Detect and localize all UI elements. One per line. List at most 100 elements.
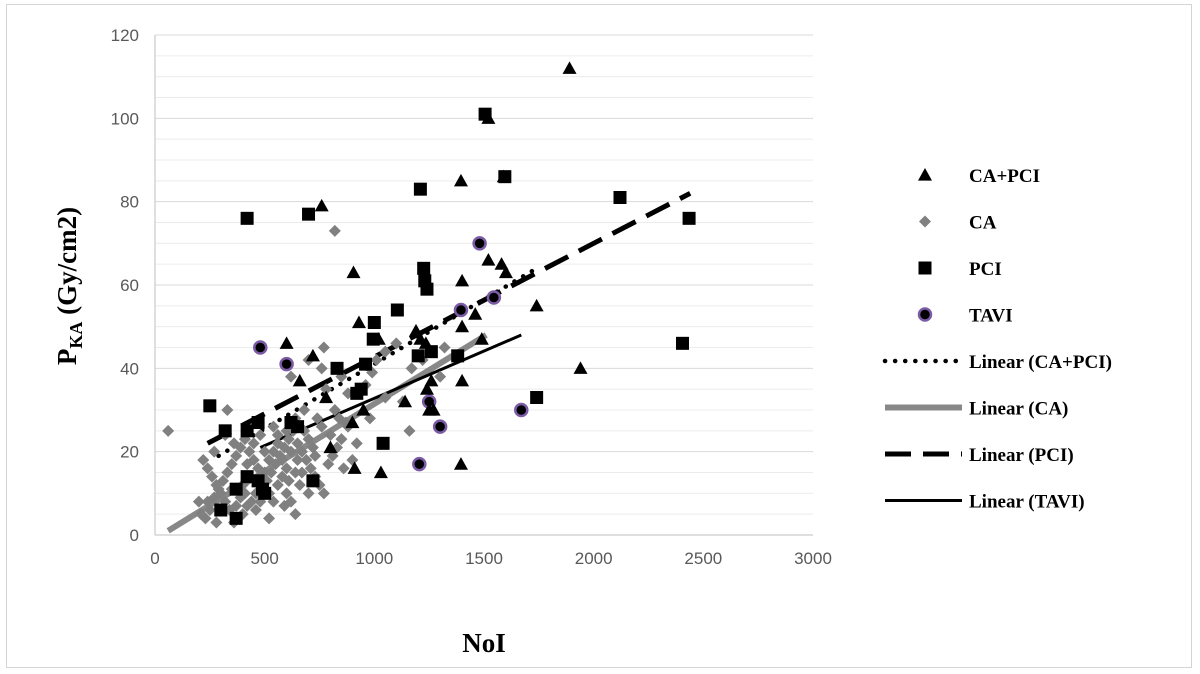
x-tick-label: 2000 [575, 549, 613, 568]
data-point [206, 470, 219, 483]
data-point [263, 512, 276, 525]
data-point [498, 170, 512, 184]
data-point [562, 61, 577, 74]
data-point [432, 419, 448, 434]
y-axis-title-main: P [52, 349, 82, 366]
data-point [282, 474, 295, 487]
data-point [298, 404, 311, 416]
data-point [379, 345, 392, 358]
data-point [330, 361, 344, 375]
data-point [356, 403, 371, 416]
data-point [494, 257, 509, 270]
data-point [317, 487, 330, 500]
y-tick-label: 120 [111, 26, 139, 45]
data-point [295, 466, 308, 479]
data-point [333, 412, 346, 425]
data-point [311, 412, 324, 425]
data-point [453, 302, 469, 318]
data-point [453, 173, 468, 187]
data-point [328, 224, 341, 237]
data-point [514, 402, 529, 418]
data-point [411, 349, 425, 363]
data-point [424, 373, 439, 387]
data-point [197, 454, 210, 466]
data-point [247, 437, 260, 450]
y-tick-label: 60 [120, 276, 139, 295]
data-point [351, 315, 366, 329]
data-point [486, 290, 502, 305]
data-point [280, 462, 293, 475]
data-point [249, 487, 262, 500]
data-point [295, 445, 308, 458]
legend-marker [918, 168, 932, 181]
data-point [409, 323, 424, 337]
data-point [218, 424, 232, 438]
data-point [162, 424, 175, 437]
data-points [162, 61, 696, 529]
data-point [530, 391, 544, 404]
data-point [258, 445, 271, 458]
data-point [350, 437, 363, 450]
data-point [221, 466, 234, 479]
data-point [276, 454, 289, 466]
data-point [253, 340, 268, 355]
legend-label: CA+PCI [969, 166, 1040, 187]
data-point [403, 424, 416, 437]
data-point [230, 499, 243, 512]
data-point [284, 370, 297, 383]
data-point [201, 462, 214, 475]
data-point [370, 354, 383, 366]
data-point [376, 436, 390, 450]
data-point [346, 454, 359, 466]
y-tick-label: 40 [120, 359, 139, 378]
trendline [206, 191, 692, 446]
data-point [345, 415, 360, 429]
data-point [199, 512, 212, 525]
x-tick-label: 0 [150, 549, 159, 568]
data-point [347, 461, 362, 474]
legend-label: Linear (CA) [969, 399, 1068, 420]
data-point [201, 495, 214, 508]
data-point [366, 332, 380, 346]
data-point [424, 345, 438, 359]
data-point [478, 107, 492, 121]
data-point [306, 474, 320, 488]
data-point [214, 503, 228, 517]
x-tick-label: 1500 [465, 549, 503, 568]
data-point [243, 445, 256, 458]
legend: CA+PCI CA PCI TAVI Linear (CA+PCI) Linear (CA… [882, 166, 1112, 513]
data-point [390, 303, 404, 317]
data-point [291, 454, 304, 466]
data-point [271, 429, 284, 441]
data-point [315, 362, 328, 375]
data-point [390, 337, 403, 350]
data-point [302, 487, 315, 500]
legend-label: TAVI [969, 306, 1013, 327]
y-tick-label: 0 [130, 526, 139, 545]
y-axis-title-unit: (Gy/cm2) [52, 207, 82, 322]
data-point [335, 433, 348, 446]
data-point [305, 348, 320, 362]
data-point [208, 445, 221, 458]
legend-label: CA [969, 213, 997, 234]
data-point [319, 390, 334, 404]
data-point [240, 424, 254, 438]
data-point [315, 420, 328, 433]
data-point [373, 465, 388, 479]
data-point [267, 420, 280, 433]
y-tick-label: 100 [111, 109, 139, 128]
data-point [210, 516, 223, 529]
data-point [359, 357, 373, 371]
data-point [225, 458, 238, 471]
data-point [337, 462, 350, 475]
data-point [367, 316, 381, 329]
data-point [413, 182, 427, 196]
legend-label: Linear (TAVI) [969, 492, 1085, 513]
legend-label: PCI [969, 259, 1002, 280]
data-point [379, 391, 392, 404]
data-point [280, 487, 293, 500]
data-point [282, 433, 295, 446]
x-axis-title: NoI [462, 628, 506, 658]
data-point [682, 211, 696, 225]
y-tick-label: 80 [120, 193, 139, 212]
